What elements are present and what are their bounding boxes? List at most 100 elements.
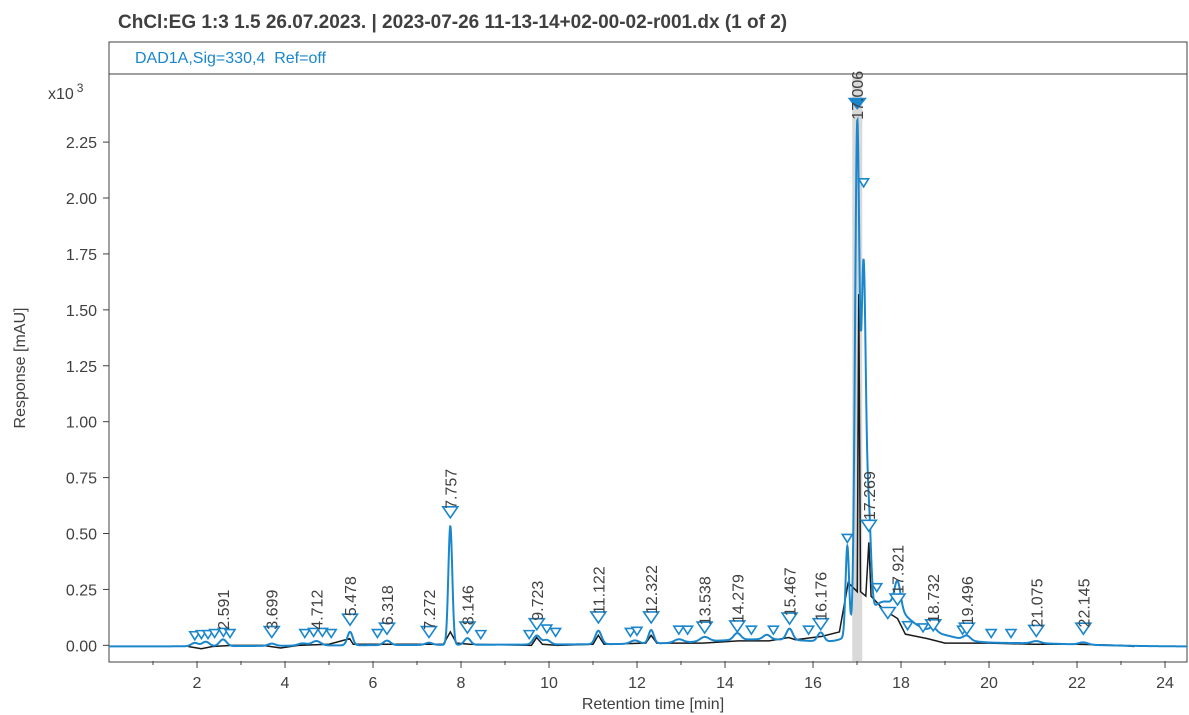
- x-tick-label: 14: [716, 675, 734, 692]
- peak-marker: [728, 620, 747, 634]
- peak-marker: [695, 621, 714, 635]
- peak-retention-label: 2.591: [216, 590, 233, 630]
- y-axis-label: Response [mAU]: [12, 308, 29, 429]
- highlight-layer: [852, 75, 863, 661]
- peak-marker: [642, 611, 661, 625]
- x-tick-label: 2: [193, 675, 202, 692]
- y-multiplier-exponent: 3: [77, 81, 84, 95]
- x-tick-label: 24: [1156, 675, 1174, 692]
- main-peak-highlight-band: [852, 75, 863, 661]
- peak-retention-label: 7.272: [422, 590, 439, 630]
- peak-retention-label: 14.279: [730, 574, 747, 623]
- peak-marker: [527, 617, 546, 632]
- baseline-trace: [188, 294, 1135, 650]
- peak-marker: [623, 627, 637, 638]
- peak-marker: [681, 625, 695, 636]
- peak-retention-label: 16.176: [814, 572, 831, 621]
- peak-marker: [1004, 628, 1018, 640]
- peak-marker: [419, 625, 438, 639]
- peak-marker: [341, 613, 360, 627]
- peak-retention-label: 18.732: [926, 574, 943, 623]
- peak-retention-label: 17.006: [850, 71, 867, 120]
- y-tick-label: 1.00: [66, 415, 97, 432]
- peak-marker: [549, 627, 563, 638]
- x-axis-label: Retention time [min]: [582, 696, 724, 713]
- x-tick-label: 4: [281, 675, 290, 692]
- peak-marker: [1074, 622, 1093, 636]
- peak-marker: [840, 533, 854, 544]
- x-tick-label: 6: [369, 675, 378, 692]
- peak-marker: [957, 622, 976, 636]
- peak-marker: [901, 620, 915, 632]
- x-tick-label: 12: [628, 675, 646, 692]
- peak-retention-label: 22.145: [1076, 578, 1093, 627]
- y-tick-label: 1.50: [66, 303, 97, 320]
- peak-retention-label: 7.757: [443, 469, 460, 509]
- peak-marker: [766, 625, 780, 636]
- peak-retention-label: 9.723: [530, 581, 547, 621]
- peak-retention-label: 17.269: [862, 471, 879, 520]
- peak-marker: [223, 628, 237, 640]
- peak-marker: [859, 519, 878, 533]
- peak-retention-label: 15.467: [783, 567, 800, 616]
- peak-marker: [370, 628, 384, 640]
- peak-marker: [811, 617, 830, 632]
- peak-markers: [188, 97, 1093, 642]
- peak-marker: [847, 97, 867, 110]
- signal-trace: [109, 116, 1188, 648]
- peak-marker: [630, 626, 644, 637]
- x-tick-label: 18: [892, 675, 910, 692]
- peak-marker: [474, 629, 488, 641]
- peak-retention-label: 8.146: [460, 585, 477, 625]
- peak-retention-label: 4.712: [309, 590, 326, 630]
- peak-labels: 2.591 3.699 4.712 5.478 6.318 7.272 7.757 8.146…: [216, 71, 1093, 630]
- plot-frame: [108, 41, 1188, 663]
- x-tick-label: 10: [540, 675, 558, 692]
- peak-marker: [188, 630, 202, 642]
- peak-retention-label: 13.538: [698, 576, 715, 625]
- peak-marker: [780, 612, 799, 626]
- peak-marker: [315, 627, 329, 638]
- peak-marker: [888, 593, 907, 607]
- peak-marker: [924, 619, 943, 633]
- y-tick-label: 1.25: [66, 359, 97, 376]
- x-tick-label: 16: [804, 675, 822, 692]
- peak-marker: [744, 625, 758, 636]
- peak-marker: [262, 625, 281, 639]
- y-axis-ticks: 0.00 0.25 0.50 0.75 1.00 1.25 1.50 1.75 2.00 2.25: [66, 135, 109, 655]
- chart-title: ChCl:EG 1:3 1.5 26.07.2023. | 2023-07-26…: [118, 12, 787, 33]
- peak-retention-label: 5.478: [343, 576, 360, 616]
- y-multiplier-label: x10 3: [48, 81, 84, 103]
- peak-marker: [201, 629, 215, 641]
- peak-marker: [208, 628, 222, 640]
- peak-marker: [878, 606, 897, 620]
- peak-retention-label: 19.496: [960, 576, 977, 625]
- peak-retention-label: 17.921: [891, 545, 908, 594]
- traces: [109, 116, 1188, 650]
- peak-marker: [589, 611, 608, 625]
- peak-marker: [916, 623, 930, 634]
- peak-marker: [540, 624, 554, 635]
- x-tick-label: 8: [457, 675, 466, 692]
- y-multiplier-base: x10: [48, 86, 74, 103]
- peak-marker: [857, 178, 871, 189]
- peak-retention-label: 12.322: [644, 565, 661, 614]
- y-tick-label: 2.00: [66, 191, 97, 208]
- y-tick-label: 0.50: [66, 527, 97, 544]
- peak-marker: [458, 621, 477, 635]
- y-tick-label: 0.25: [66, 582, 97, 599]
- x-tick-label: 22: [1068, 675, 1086, 692]
- x-tick-label: 20: [980, 675, 998, 692]
- peak-marker: [324, 628, 338, 640]
- signal-label: DAD1A,Sig=330,4 Ref=off: [135, 50, 326, 67]
- peak-marker: [802, 625, 816, 636]
- peak-retention-label: 21.075: [1029, 578, 1046, 627]
- x-axis-ticks: 2 4 6 8 10 12 14 16 18 20 22 24: [152, 661, 1174, 692]
- peak-marker: [441, 506, 460, 520]
- y-tick-label: 0.00: [66, 638, 97, 655]
- peak-marker: [377, 622, 397, 636]
- peak-marker: [1027, 624, 1046, 638]
- peak-retention-label: 3.699: [265, 590, 282, 630]
- peak-marker: [307, 627, 321, 638]
